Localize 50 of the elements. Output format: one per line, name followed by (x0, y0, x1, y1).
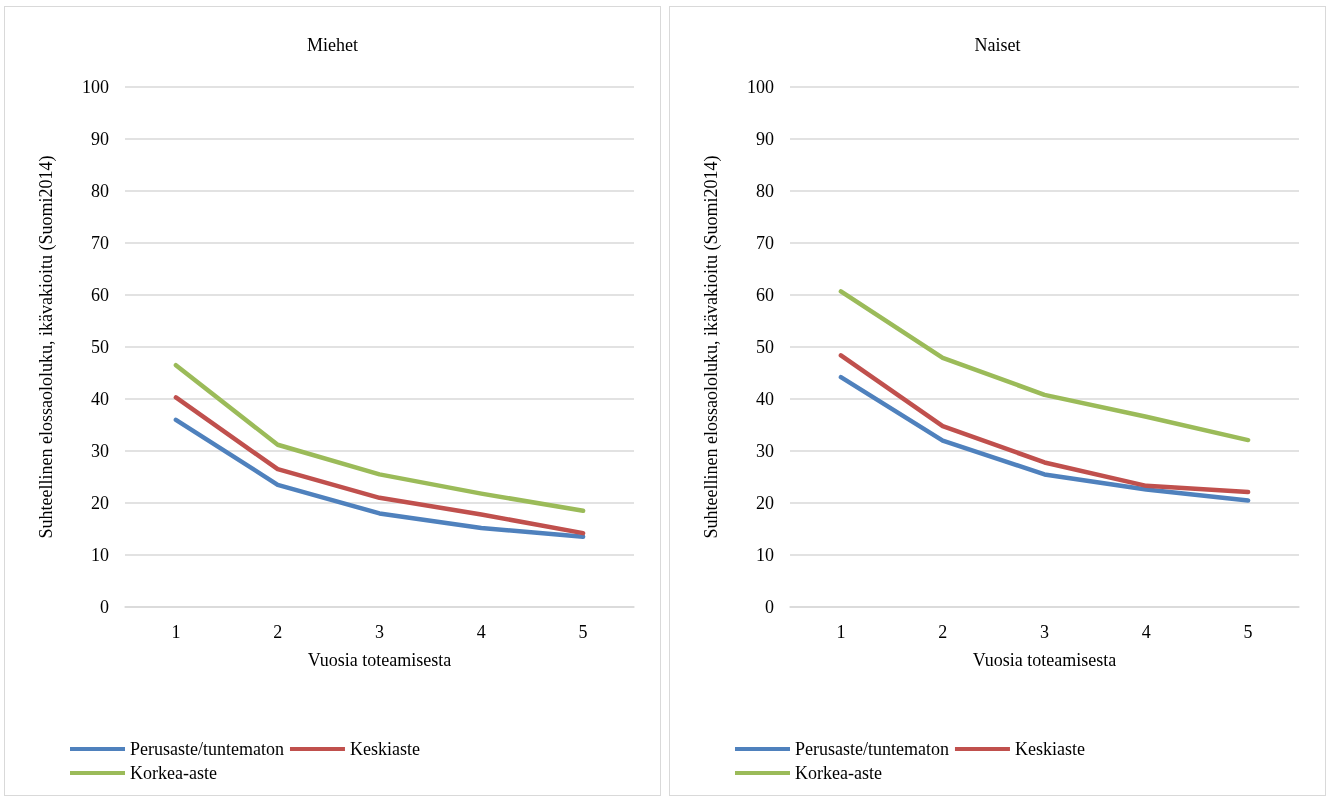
y-tick-label: 90 (756, 129, 774, 149)
y-tick-label: 70 (91, 233, 109, 253)
line-series (173, 362, 586, 514)
legend-label: Perusaste/tuntematon (795, 739, 949, 759)
line-series (838, 289, 1251, 443)
chart-title: Naiset (974, 35, 1021, 55)
x-tick-label: 3 (375, 622, 384, 642)
x-tick-label: 2 (273, 622, 283, 642)
legend-label: Perusaste/tuntematon (130, 739, 284, 759)
y-axis-title: Suhteellinen elossaololuku, ikävakioitu (Suomi2014) (701, 155, 722, 539)
y-tick-label: 10 (91, 545, 109, 565)
x-axis-title: Vuosia toteamisesta (307, 650, 452, 670)
x-tick-label: 3 (1040, 622, 1049, 642)
y-tick-label: 50 (91, 337, 109, 357)
y-tick-label: 20 (756, 493, 774, 513)
line-series (173, 417, 586, 540)
line-series (838, 353, 1251, 495)
y-tick-label: 90 (91, 129, 109, 149)
y-tick-label: 40 (91, 389, 109, 409)
y-tick-label: 0 (100, 597, 109, 617)
x-tick-label: 5 (578, 622, 588, 642)
chart-title: Miehet (307, 35, 358, 55)
y-tick-label: 20 (91, 493, 109, 513)
y-tick-label: 60 (91, 285, 109, 305)
y-tick-label: 100 (82, 77, 109, 97)
legend-label: Keskiaste (349, 739, 420, 759)
y-tick-label: 100 (747, 77, 774, 97)
x-axis-title: Vuosia toteamisesta (972, 650, 1117, 670)
y-tick-label: 50 (756, 337, 774, 357)
x-tick-label: 1 (836, 622, 846, 642)
legend-label: Korkea-aste (130, 763, 217, 783)
x-tick-label: 2 (938, 622, 948, 642)
legend-label: Korkea-aste (795, 763, 882, 783)
line-series (173, 395, 586, 536)
x-tick-label: 5 (1243, 622, 1253, 642)
y-tick-label: 30 (91, 441, 109, 461)
y-tick-label: 10 (756, 545, 774, 565)
x-tick-label: 4 (1141, 622, 1151, 642)
line-series (838, 374, 1251, 503)
x-tick-label: 4 (476, 622, 486, 642)
y-tick-label: 70 (756, 233, 774, 253)
y-tick-label: 40 (756, 389, 774, 409)
x-tick-label: 1 (171, 622, 181, 642)
y-tick-label: 80 (91, 181, 109, 201)
y-tick-label: 80 (756, 181, 774, 201)
y-tick-label: 0 (765, 597, 774, 617)
legend-label: Keskiaste (1014, 739, 1085, 759)
y-tick-label: 30 (756, 441, 774, 461)
y-axis-title: Suhteellinen elossaololuku, ikävakioitu (Suomi2014) (36, 155, 57, 539)
y-tick-label: 60 (756, 285, 774, 305)
